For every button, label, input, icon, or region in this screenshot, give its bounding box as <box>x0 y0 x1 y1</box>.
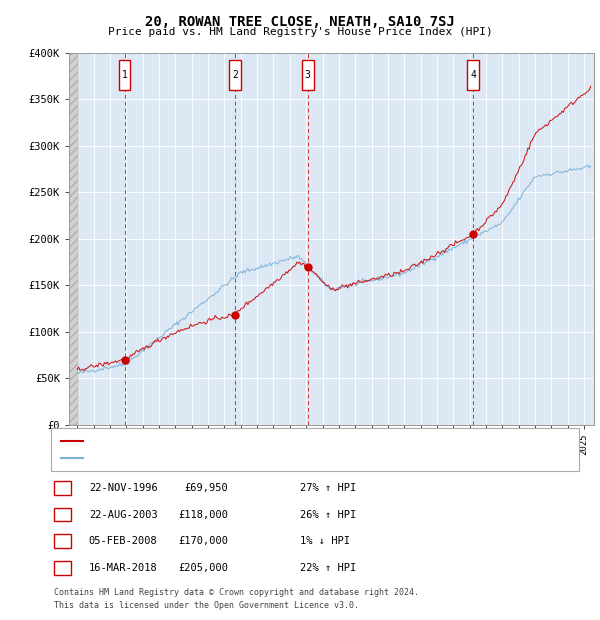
Text: 3: 3 <box>305 70 311 80</box>
Text: £69,950: £69,950 <box>184 483 228 493</box>
Text: 27% ↑ HPI: 27% ↑ HPI <box>300 483 356 493</box>
Bar <box>69 53 78 425</box>
Text: 05-FEB-2008: 05-FEB-2008 <box>89 536 158 546</box>
Text: 1: 1 <box>59 483 65 493</box>
FancyBboxPatch shape <box>467 60 479 90</box>
FancyBboxPatch shape <box>119 60 130 90</box>
FancyBboxPatch shape <box>302 60 314 90</box>
Text: 1% ↓ HPI: 1% ↓ HPI <box>300 536 350 546</box>
Text: Contains HM Land Registry data © Crown copyright and database right 2024.: Contains HM Land Registry data © Crown c… <box>54 588 419 598</box>
Text: 20, ROWAN TREE CLOSE, NEATH, SA10 7SJ (detached house): 20, ROWAN TREE CLOSE, NEATH, SA10 7SJ (d… <box>87 437 377 446</box>
Text: 22% ↑ HPI: 22% ↑ HPI <box>300 563 356 573</box>
Text: 22-AUG-2003: 22-AUG-2003 <box>89 510 158 520</box>
Text: 1: 1 <box>122 70 128 80</box>
Text: £205,000: £205,000 <box>178 563 228 573</box>
Text: £118,000: £118,000 <box>178 510 228 520</box>
Text: 26% ↑ HPI: 26% ↑ HPI <box>300 510 356 520</box>
Text: 4: 4 <box>470 70 476 80</box>
Text: 16-MAR-2018: 16-MAR-2018 <box>89 563 158 573</box>
Text: £170,000: £170,000 <box>178 536 228 546</box>
Text: 3: 3 <box>59 536 65 546</box>
Text: 4: 4 <box>59 563 65 573</box>
Text: Price paid vs. HM Land Registry's House Price Index (HPI): Price paid vs. HM Land Registry's House … <box>107 27 493 37</box>
Text: 22-NOV-1996: 22-NOV-1996 <box>89 483 158 493</box>
FancyBboxPatch shape <box>229 60 241 90</box>
Text: HPI: Average price, detached house, Neath Port Talbot: HPI: Average price, detached house, Neat… <box>87 453 372 462</box>
Text: 2: 2 <box>59 510 65 520</box>
Text: 20, ROWAN TREE CLOSE, NEATH, SA10 7SJ: 20, ROWAN TREE CLOSE, NEATH, SA10 7SJ <box>145 16 455 30</box>
Text: This data is licensed under the Open Government Licence v3.0.: This data is licensed under the Open Gov… <box>54 601 359 610</box>
Text: 2: 2 <box>232 70 238 80</box>
